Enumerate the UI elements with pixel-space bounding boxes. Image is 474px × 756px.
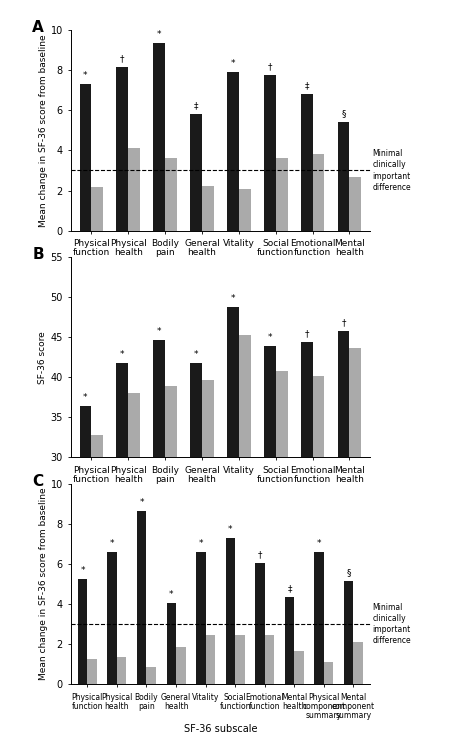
Text: *: * (267, 333, 272, 342)
Y-axis label: SF-36 score: SF-36 score (38, 331, 47, 383)
Bar (264, 346, 276, 698)
Bar (108, 552, 117, 684)
Text: *: * (157, 30, 162, 39)
Bar (312, 376, 324, 698)
Bar (166, 603, 176, 684)
Text: *: * (231, 59, 235, 68)
Bar (87, 659, 97, 684)
Bar (91, 187, 103, 231)
Text: ‡: ‡ (304, 82, 309, 91)
Bar (344, 581, 354, 684)
Bar (146, 667, 156, 684)
Bar (227, 307, 239, 698)
Text: *: * (228, 525, 233, 534)
Text: †: † (267, 62, 272, 71)
Bar (235, 635, 245, 684)
Bar (324, 662, 333, 684)
Text: §: § (341, 110, 346, 119)
Bar (137, 511, 146, 684)
Text: *: * (110, 539, 114, 548)
Bar (349, 349, 361, 698)
Bar (276, 371, 288, 698)
Bar (255, 563, 265, 684)
Text: *: * (231, 294, 235, 302)
Text: C: C (32, 474, 44, 489)
Bar (117, 67, 128, 231)
Text: *: * (199, 539, 203, 548)
Text: †: † (341, 318, 346, 327)
Text: §: § (346, 568, 351, 577)
Text: *: * (194, 350, 198, 359)
Bar (78, 579, 87, 684)
Bar (354, 642, 363, 684)
Text: *: * (317, 539, 321, 548)
Bar (165, 386, 177, 698)
Bar (196, 552, 206, 684)
Bar (264, 76, 276, 231)
Text: *: * (83, 71, 88, 80)
Bar (190, 114, 202, 231)
Bar (239, 335, 251, 698)
Bar (190, 363, 202, 698)
Bar (276, 159, 288, 231)
Bar (117, 363, 128, 698)
Bar (294, 651, 304, 684)
Text: *: * (157, 327, 162, 336)
Bar (301, 342, 312, 698)
Bar (176, 647, 185, 684)
Text: Minimal
clinically
important
difference: Minimal clinically important difference (373, 603, 411, 645)
Bar (312, 154, 324, 231)
Text: A: A (32, 20, 44, 36)
Bar (202, 185, 214, 231)
Text: *: * (83, 393, 88, 402)
Bar (239, 188, 251, 231)
Bar (153, 43, 165, 231)
Bar (80, 85, 91, 231)
Bar (314, 552, 324, 684)
Bar (206, 635, 215, 684)
Text: †: † (120, 54, 125, 64)
Text: †: † (258, 550, 262, 559)
Bar (80, 406, 91, 698)
Text: B: B (32, 247, 44, 262)
Bar (91, 435, 103, 698)
Bar (285, 597, 294, 684)
Bar (165, 159, 177, 231)
Text: †: † (304, 329, 309, 338)
Text: ‡: ‡ (287, 584, 292, 593)
Text: *: * (169, 590, 173, 599)
Bar (337, 122, 349, 231)
Bar (128, 148, 140, 231)
Bar (153, 340, 165, 698)
Bar (337, 331, 349, 698)
Text: *: * (120, 350, 125, 359)
X-axis label: SF-36 subscale: SF-36 subscale (183, 261, 257, 271)
X-axis label: SF-36 subscale: SF-36 subscale (183, 488, 257, 498)
Bar (202, 380, 214, 698)
Bar (301, 94, 312, 231)
Bar (349, 178, 361, 231)
Bar (227, 73, 239, 231)
X-axis label: SF-36 subscale: SF-36 subscale (183, 723, 257, 733)
Bar (128, 393, 140, 698)
Y-axis label: Mean change in SF-36 score from baseline: Mean change in SF-36 score from baseline (39, 488, 48, 680)
Text: *: * (139, 498, 144, 507)
Text: ‡: ‡ (194, 101, 198, 110)
Text: Minimal
clinically
important
difference: Minimal clinically important difference (373, 150, 411, 191)
Bar (226, 538, 235, 684)
Text: *: * (81, 566, 85, 575)
Y-axis label: Mean change in SF-36 score from baseline: Mean change in SF-36 score from baseline (39, 34, 48, 227)
Bar (117, 657, 127, 684)
Bar (265, 635, 274, 684)
